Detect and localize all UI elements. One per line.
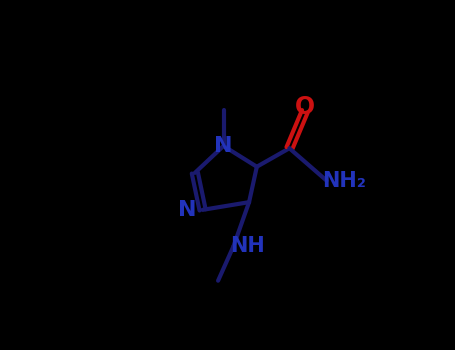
Text: N: N bbox=[214, 136, 233, 156]
Text: O: O bbox=[295, 96, 315, 119]
Text: NH₂: NH₂ bbox=[322, 170, 365, 191]
Text: N: N bbox=[178, 200, 197, 220]
Text: NH: NH bbox=[230, 236, 265, 256]
